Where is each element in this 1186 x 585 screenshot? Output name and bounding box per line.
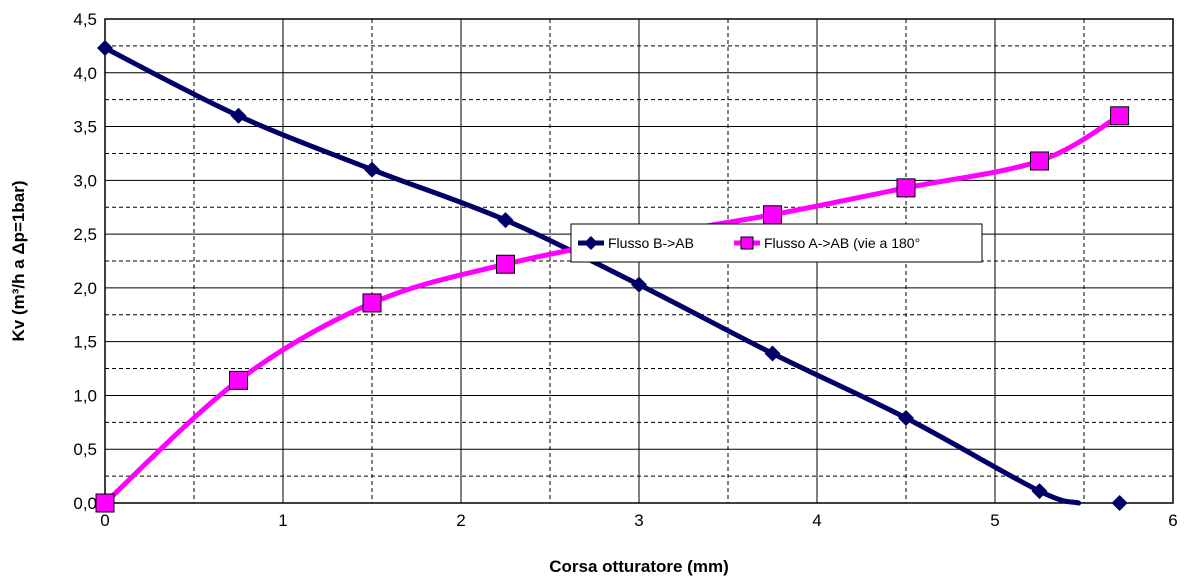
y-tick-label: 4,0 <box>73 64 97 83</box>
series-line-2 <box>102 113 1123 506</box>
legend-box <box>570 223 983 263</box>
data-point-square <box>229 370 248 390</box>
data-point-diamond <box>497 212 514 229</box>
legend-marker-1 <box>584 236 598 250</box>
y-tick-label: 1,5 <box>73 333 97 352</box>
data-point-diamond <box>230 107 247 124</box>
legend-label-1: Flusso B->AB <box>608 235 694 251</box>
x-tick-label: 2 <box>456 511 465 530</box>
x-axis-label: Corsa otturatore (mm) <box>549 557 728 576</box>
y-axis-label: Kv (m³/h a Δp=1bar) <box>9 180 28 341</box>
y-tick-label: 2,5 <box>73 225 97 244</box>
data-point-square <box>362 293 382 313</box>
data-point-diamond <box>631 276 647 293</box>
x-tick-label: 6 <box>1168 511 1177 530</box>
x-tick-label: 5 <box>990 511 999 530</box>
x-tick-label: 4 <box>812 511 821 530</box>
data-point-square <box>496 254 515 274</box>
y-tick-label: 2,0 <box>73 279 97 298</box>
x-tick-label: 1 <box>278 511 287 530</box>
y-tick-label: 4,5 <box>73 10 97 29</box>
legend: Flusso B->AB Flusso A->AB (vie a 180° <box>570 223 983 263</box>
data-point-diamond <box>1111 495 1128 511</box>
legend-marker-2 <box>740 236 754 250</box>
ticks: 0 1 2 3 4 5 6 0,0 0,5 1,0 1,5 2,0 2,5 3,0 3,5 4,0 4,5 <box>73 10 1177 530</box>
data-point-square <box>763 205 782 225</box>
series <box>95 40 1130 513</box>
data-point-diamond <box>364 161 380 178</box>
plot-frame <box>104 18 1174 504</box>
data-point-square <box>1110 106 1130 126</box>
legend-label-2: Flusso A->AB (vie a 180° <box>764 235 920 251</box>
y-tick-label: 0,0 <box>73 494 97 513</box>
data-point-diamond <box>898 410 914 427</box>
data-point-square <box>95 493 115 513</box>
y-tick-label: 1,0 <box>73 386 97 405</box>
x-tick-label: 3 <box>634 511 643 530</box>
y-tick-label: 3,0 <box>73 171 97 190</box>
data-point-square <box>1030 151 1049 171</box>
x-tick-label: 0 <box>100 511 109 530</box>
y-tick-label: 3,5 <box>73 118 97 137</box>
data-point-diamond <box>1031 483 1048 500</box>
y-tick-label: 0,5 <box>73 440 97 459</box>
data-point-square <box>896 178 916 198</box>
series-line-1 <box>102 45 1082 506</box>
data-point-diamond <box>97 40 113 57</box>
data-point-diamond <box>764 345 781 362</box>
